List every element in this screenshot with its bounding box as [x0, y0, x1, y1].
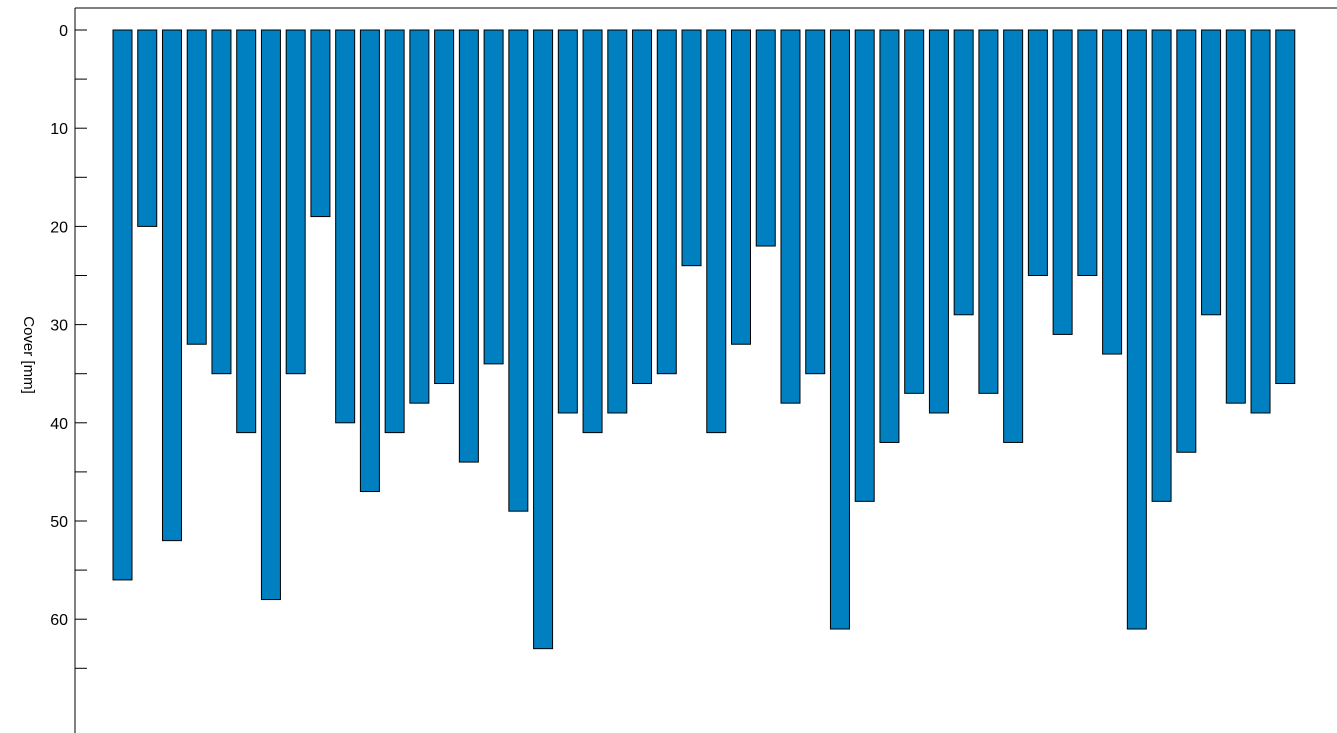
bar [260, 29, 281, 601]
bar [112, 29, 133, 581]
bar [483, 29, 504, 365]
bar [384, 29, 405, 434]
bar [508, 29, 529, 512]
bar [359, 29, 380, 493]
bar [161, 29, 182, 542]
bar [706, 29, 727, 434]
bar [285, 29, 306, 375]
bar [434, 29, 455, 385]
bar [186, 29, 207, 345]
bar [1027, 29, 1048, 276]
bar [557, 29, 578, 414]
bar [1102, 29, 1123, 355]
bar [1003, 29, 1024, 443]
bar [236, 29, 257, 434]
bar [755, 29, 776, 247]
y-axis-label: Cover [mm] [20, 316, 37, 394]
bar [805, 29, 826, 375]
bar [458, 29, 479, 463]
bar [1201, 29, 1222, 316]
bar [137, 29, 158, 227]
bar [632, 29, 653, 385]
y-tick-label: 0 [59, 23, 68, 40]
bar [904, 29, 925, 394]
bar [1176, 29, 1197, 453]
bar [681, 29, 702, 267]
bar [1275, 29, 1296, 385]
bar [656, 29, 677, 375]
bar [978, 29, 999, 394]
y-tick-label: 10 [50, 121, 68, 138]
y-tick-label: 40 [50, 416, 68, 433]
bar [879, 29, 900, 443]
bar [211, 29, 232, 375]
y-axis: 0 10 20 30 40 50 60 [50, 8, 87, 733]
y-tick-label: 60 [50, 612, 68, 629]
bar [953, 29, 974, 316]
bar [731, 29, 751, 345]
bar [533, 29, 554, 650]
bar [1250, 29, 1271, 414]
bar [335, 29, 356, 424]
bar [409, 29, 430, 404]
bar [1077, 29, 1098, 276]
bar [928, 29, 949, 414]
bar [780, 29, 801, 404]
bar [310, 29, 331, 218]
bar [582, 29, 603, 434]
bar [854, 29, 875, 502]
bar [1052, 29, 1073, 335]
bar [607, 29, 628, 414]
bar [1225, 29, 1246, 404]
bar [1151, 29, 1172, 502]
y-tick-label: 50 [50, 514, 68, 531]
y-tick-label: 20 [50, 219, 68, 236]
bar [829, 29, 850, 630]
bar [1126, 29, 1147, 630]
bars-group [112, 29, 1296, 650]
y-tick-label: 30 [50, 318, 68, 335]
